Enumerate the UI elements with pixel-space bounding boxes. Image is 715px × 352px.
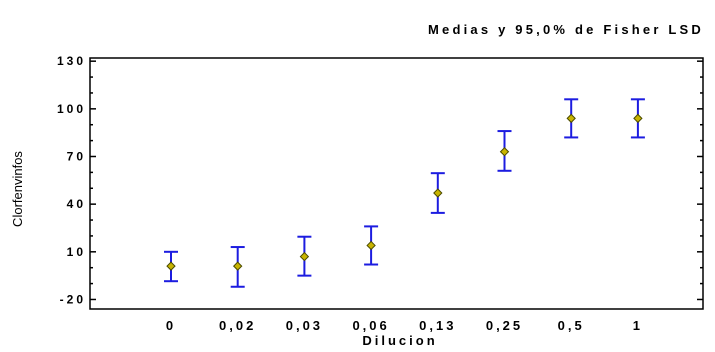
x-tick-label: 0,06: [352, 318, 389, 333]
y-tick-label: 70: [67, 149, 86, 163]
y-tick-label: 100: [57, 102, 86, 116]
y-tick-label: 40: [67, 197, 86, 211]
y-tick-label: -20: [60, 292, 86, 306]
plot-axes: [89, 57, 704, 310]
chart-title: Medias y 95,0% de Fisher LSD: [428, 22, 704, 37]
x-tick-label: 0: [166, 318, 176, 333]
x-tick-label: 0,25: [486, 318, 523, 333]
mean-marker: [499, 147, 510, 157]
x-tick-label: 0,03: [286, 318, 323, 333]
mean-marker: [433, 188, 443, 198]
x-tick-label: 0,13: [419, 318, 456, 333]
x-tick-label: 0,5: [558, 318, 585, 333]
mean-marker: [566, 113, 576, 124]
plot-frame: [89, 57, 704, 310]
y-tick-label: 10: [67, 245, 86, 259]
x-tick-label: 1: [633, 318, 643, 333]
data-marks: [164, 98, 645, 288]
y-axis-label: Clorfenvinfos: [10, 151, 25, 227]
mean-marker: [232, 261, 243, 271]
mean-marker: [633, 113, 643, 124]
x-axis-label: Dilucion: [362, 333, 437, 348]
x-tick-label: 0,02: [219, 318, 256, 333]
y-tick-label: 130: [57, 54, 86, 68]
y-axis-ticks: -20 10 40 70 100 130: [57, 54, 703, 306]
mean-marker: [366, 240, 376, 251]
x-axis-ticks: 0 0,02 0,03 0,06 0,13 0,25 0,5 1: [166, 318, 643, 333]
mean-marker: [166, 261, 176, 271]
mean-marker: [299, 251, 310, 262]
